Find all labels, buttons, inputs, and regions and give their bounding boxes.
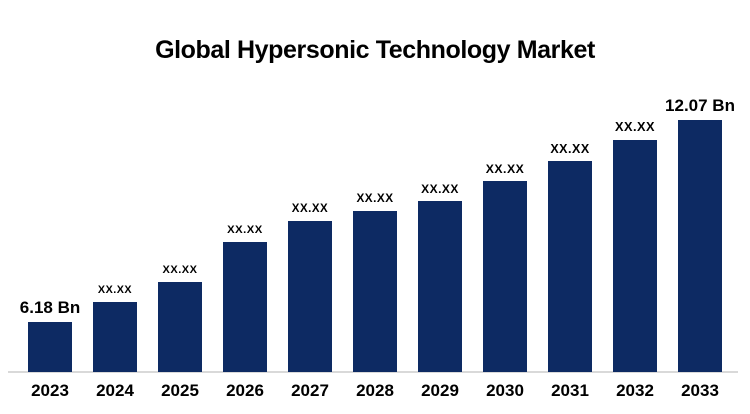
bar-column-2025: XX.XX	[158, 265, 202, 372]
bar-value-label: 6.18 Bn	[19, 298, 81, 317]
bar-column-2027: XX.XX	[288, 202, 332, 372]
x-tick-label: 2027	[291, 381, 329, 400]
bar	[678, 120, 722, 372]
bar-value-label: XX.XX	[550, 141, 590, 156]
bar-value-label: XX.XX	[614, 119, 656, 135]
bar-column-2031: XX.XX	[548, 141, 592, 372]
bar-column-2024: XX.XX	[93, 285, 137, 372]
bar-series: 6.18 Bn XX.XX XX.XX XX.XX XX.XX XX.XX XX.XX XX.…	[20, 0, 735, 372]
bar-column-2023: 6.18 Bn	[20, 299, 80, 372]
bar	[353, 211, 397, 372]
bar	[158, 282, 202, 372]
bar-value-label: XX.XX	[356, 192, 394, 206]
x-tick-label: 2031	[551, 381, 589, 400]
x-axis-labels: 2023 2024 2025 2026 2027 2028 2029 2030 2031 2032…	[28, 381, 722, 401]
bar	[28, 322, 72, 372]
bar-value-label: XX.XX	[291, 202, 329, 215]
bar-column-2033: 12.07 Bn	[665, 97, 735, 372]
bar	[223, 242, 267, 372]
bar-column-2032: XX.XX	[613, 119, 657, 372]
x-tick-label: 2023	[31, 381, 69, 400]
x-tick-label: 2033	[681, 381, 719, 400]
bar-value-label: 12.07 Bn	[665, 96, 735, 115]
x-axis-line	[8, 371, 738, 373]
bar-column-2029: XX.XX	[418, 183, 462, 372]
bar-value-label: XX.XX	[485, 161, 525, 176]
x-tick-label: 2026	[226, 381, 264, 400]
bar	[288, 221, 332, 372]
bar	[483, 181, 527, 372]
bar	[548, 161, 592, 372]
x-tick-label: 2032	[616, 381, 654, 400]
x-tick-label: 2028	[356, 381, 394, 400]
bar	[93, 302, 137, 372]
bar-value-label: XX.XX	[162, 264, 198, 276]
x-tick-label: 2029	[421, 381, 459, 400]
bar-column-2026: XX.XX	[223, 223, 267, 372]
bar	[418, 201, 462, 372]
x-tick-label: 2024	[96, 381, 134, 400]
x-tick-label: 2025	[161, 381, 199, 400]
x-tick-label: 2030	[486, 381, 524, 400]
bar-value-label: XX.XX	[97, 284, 133, 297]
bar-column-2030: XX.XX	[483, 161, 527, 372]
bar	[613, 140, 657, 372]
chart-title: Global Hypersonic Technology Market	[155, 36, 595, 64]
bar-column-2028: XX.XX	[353, 193, 397, 372]
bar-value-label: XX.XX	[227, 223, 263, 236]
bar-value-label: XX.XX	[421, 182, 459, 196]
